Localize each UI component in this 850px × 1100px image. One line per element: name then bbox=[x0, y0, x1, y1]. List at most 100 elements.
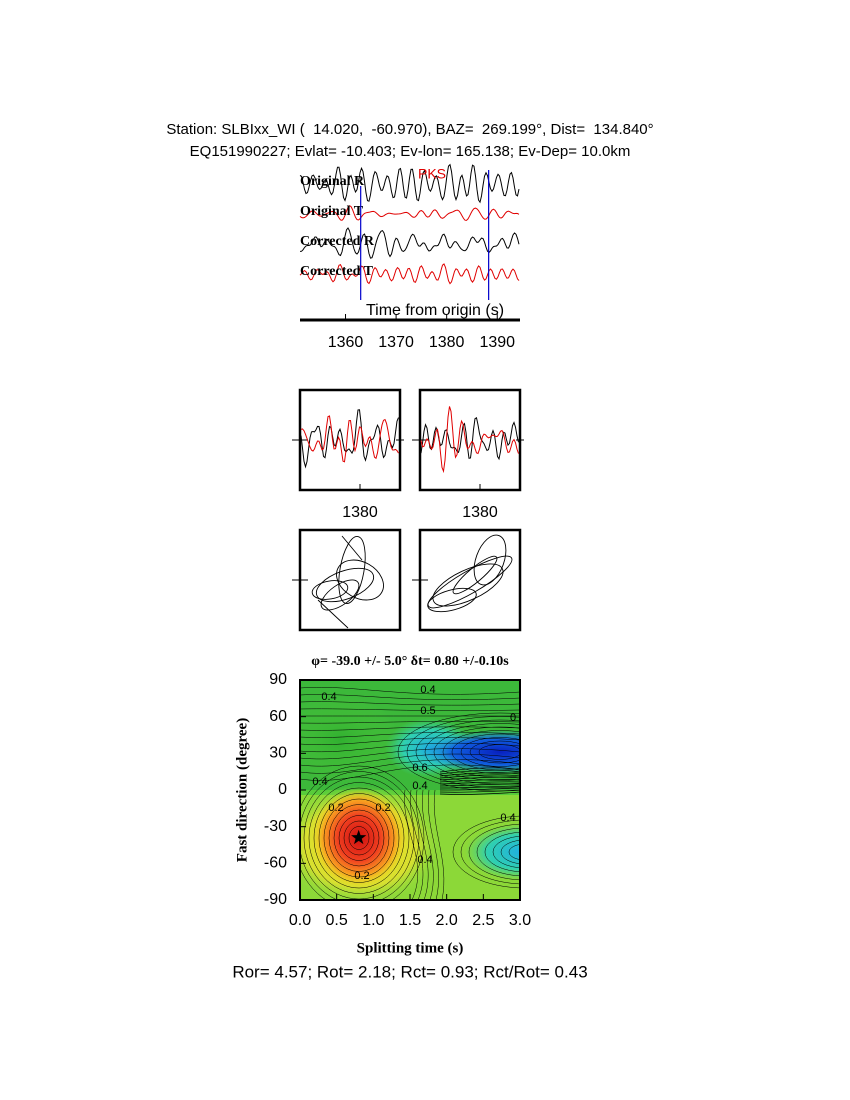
waveform bbox=[299, 163, 520, 204]
waveform bbox=[300, 415, 399, 463]
contour-line bbox=[300, 726, 520, 731]
contour-line bbox=[469, 740, 520, 764]
contour-line bbox=[323, 798, 395, 878]
contour-line bbox=[428, 789, 439, 900]
y-tick-label: 0 bbox=[278, 781, 287, 798]
x-tick-label: 1360 bbox=[328, 334, 364, 351]
contour-line bbox=[439, 776, 520, 781]
contour-line bbox=[404, 789, 419, 900]
contour-line bbox=[410, 789, 424, 900]
contour-line bbox=[476, 827, 520, 877]
contour-label: 0.5 bbox=[420, 705, 435, 717]
y-tick-label: 60 bbox=[269, 708, 287, 725]
contour-line bbox=[406, 716, 520, 788]
y-tick-label: -60 bbox=[264, 855, 287, 872]
x-tick-label: 0.0 bbox=[289, 912, 311, 929]
panel-tick bbox=[292, 439, 524, 581]
contour-line bbox=[439, 781, 520, 785]
x-axis-label: Splitting time (s) bbox=[357, 940, 464, 956]
contour-line bbox=[439, 772, 520, 777]
contour-line bbox=[300, 694, 520, 700]
contour-label: 0.6 bbox=[412, 762, 427, 774]
contour-line bbox=[439, 787, 520, 791]
contour-label: 0.2 bbox=[375, 802, 390, 814]
contour-line bbox=[442, 730, 520, 774]
contour-line bbox=[300, 742, 520, 753]
contour-line bbox=[348, 826, 370, 850]
contour-line bbox=[328, 804, 390, 872]
waveform bbox=[420, 417, 519, 461]
contour-line bbox=[460, 737, 520, 767]
header-line: EQ151990227; Evlat= -10.403; Ev-lon= 165… bbox=[190, 143, 631, 160]
contour-line bbox=[439, 769, 520, 775]
particle-motion bbox=[311, 534, 513, 629]
trace-label: Original T bbox=[300, 204, 364, 219]
y-axis-label: Fast direction (degree) bbox=[234, 718, 250, 862]
contour-line bbox=[460, 819, 520, 885]
contour-line bbox=[300, 765, 425, 900]
best-fit-marker bbox=[351, 829, 367, 845]
contour-line bbox=[308, 782, 410, 894]
waveform bbox=[299, 205, 520, 221]
contour-line bbox=[300, 721, 520, 724]
x-tick-label: 0.5 bbox=[326, 912, 348, 929]
contour-line bbox=[439, 785, 520, 789]
contour-line bbox=[338, 815, 380, 861]
y-tick-label: 90 bbox=[269, 671, 287, 688]
contour-line bbox=[318, 793, 400, 883]
contour-line bbox=[300, 687, 520, 695]
x-tick-label: 1380 bbox=[429, 334, 465, 351]
phase-label: PKS bbox=[418, 166, 446, 182]
contour-line bbox=[500, 840, 520, 864]
contour-line bbox=[508, 844, 520, 860]
x-tick-label: 2.5 bbox=[472, 912, 494, 929]
y-tick-label: 30 bbox=[269, 745, 287, 762]
x-tick-label: 1380 bbox=[462, 504, 498, 521]
x-tick-label: 1380 bbox=[342, 504, 378, 521]
contour-line bbox=[300, 701, 520, 706]
field-green bbox=[300, 695, 400, 785]
footer: Ror= 4.57; Rot= 2.18; Rct= 0.93; Rct/Rot… bbox=[232, 962, 587, 981]
contour-field bbox=[300, 680, 520, 900]
plot-title: φ= -39.0 +/- 5.0° δt= 0.80 +/-0.10s bbox=[311, 654, 509, 669]
x-tick-label: 2.0 bbox=[436, 912, 458, 929]
contour-line bbox=[300, 759, 520, 774]
x-tick-label: 3.0 bbox=[509, 912, 531, 929]
contour-line bbox=[439, 791, 520, 795]
field-cyan bbox=[465, 824, 520, 880]
contour-line bbox=[492, 835, 520, 869]
x-tick-label: 1370 bbox=[378, 334, 414, 351]
contour-line bbox=[300, 753, 520, 767]
trace-label: Corrected R bbox=[300, 234, 375, 249]
contour-line bbox=[333, 809, 385, 867]
x-tick-label: 1.0 bbox=[362, 912, 384, 929]
header-line: Station: SLBIxx_WI ( 14.020, -60.970), B… bbox=[166, 121, 653, 138]
contour-label: 0 bbox=[510, 712, 516, 724]
contour-line bbox=[439, 774, 520, 779]
contour-line bbox=[300, 764, 520, 781]
contour-line bbox=[484, 831, 520, 873]
contour-line bbox=[452, 815, 520, 889]
x-axis-label: Time from origin (s) bbox=[366, 302, 504, 319]
y-tick-label: -90 bbox=[264, 891, 287, 908]
contour-line bbox=[300, 732, 520, 738]
contour-line bbox=[422, 789, 434, 900]
contour-label: 0.2 bbox=[328, 802, 343, 814]
contour-line bbox=[300, 748, 520, 760]
waveform bbox=[300, 409, 399, 469]
contour-line bbox=[439, 767, 520, 773]
waveform bbox=[420, 406, 519, 474]
contour-label: 0.4 bbox=[417, 854, 432, 866]
contour-label: 0.4 bbox=[312, 776, 327, 788]
contour-line bbox=[300, 771, 420, 900]
contour-label: 0.4 bbox=[321, 691, 336, 703]
contour-line bbox=[468, 823, 520, 881]
x-tick-label: 1390 bbox=[479, 334, 515, 351]
x-tick-label: 1.5 bbox=[399, 912, 421, 929]
contour-line bbox=[433, 789, 445, 900]
trace-label: Corrected T bbox=[300, 264, 374, 279]
waveform bbox=[299, 227, 520, 259]
contour-label: 0.4 bbox=[412, 780, 427, 792]
